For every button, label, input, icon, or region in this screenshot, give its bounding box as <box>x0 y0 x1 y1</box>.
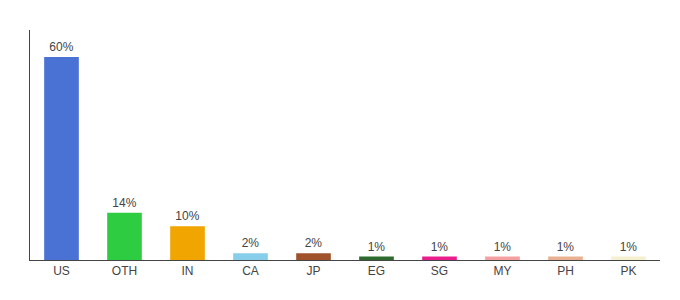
svg-text:14%: 14% <box>112 196 136 210</box>
svg-text:PK: PK <box>620 264 636 278</box>
svg-text:60%: 60% <box>49 40 73 54</box>
svg-text:JP: JP <box>306 264 320 278</box>
svg-text:1%: 1% <box>620 240 638 254</box>
svg-text:CA: CA <box>242 264 259 278</box>
svg-text:2%: 2% <box>305 236 323 250</box>
svg-text:OTH: OTH <box>112 264 137 278</box>
svg-text:1%: 1% <box>368 240 386 254</box>
svg-text:1%: 1% <box>431 240 449 254</box>
svg-text:IN: IN <box>182 264 194 278</box>
svg-text:EG: EG <box>368 264 385 278</box>
svg-text:1%: 1% <box>494 240 512 254</box>
svg-text:MY: MY <box>494 264 512 278</box>
svg-text:2%: 2% <box>242 236 260 250</box>
svg-text:PH: PH <box>557 264 574 278</box>
svg-text:10%: 10% <box>175 209 199 223</box>
svg-text:SG: SG <box>431 264 448 278</box>
svg-text:US: US <box>53 264 70 278</box>
svg-text:1%: 1% <box>557 240 575 254</box>
